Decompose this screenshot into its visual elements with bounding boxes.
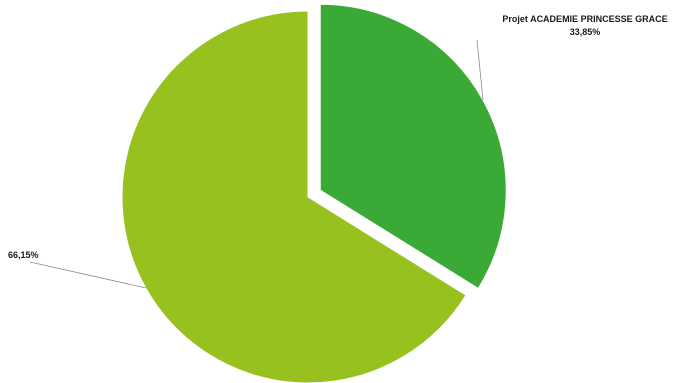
slice-value-academie: 33,85%	[570, 27, 601, 37]
pie-slices	[121, 3, 507, 383]
leader-line-66	[29, 261, 147, 289]
slice-value-66: 66,15%	[8, 250, 39, 260]
slice-label-academie: Projet ACADEMIE PRINCESSE GRACE	[502, 14, 667, 24]
leader-line-academie	[476, 39, 484, 101]
pie-slice-66	[121, 10, 467, 383]
